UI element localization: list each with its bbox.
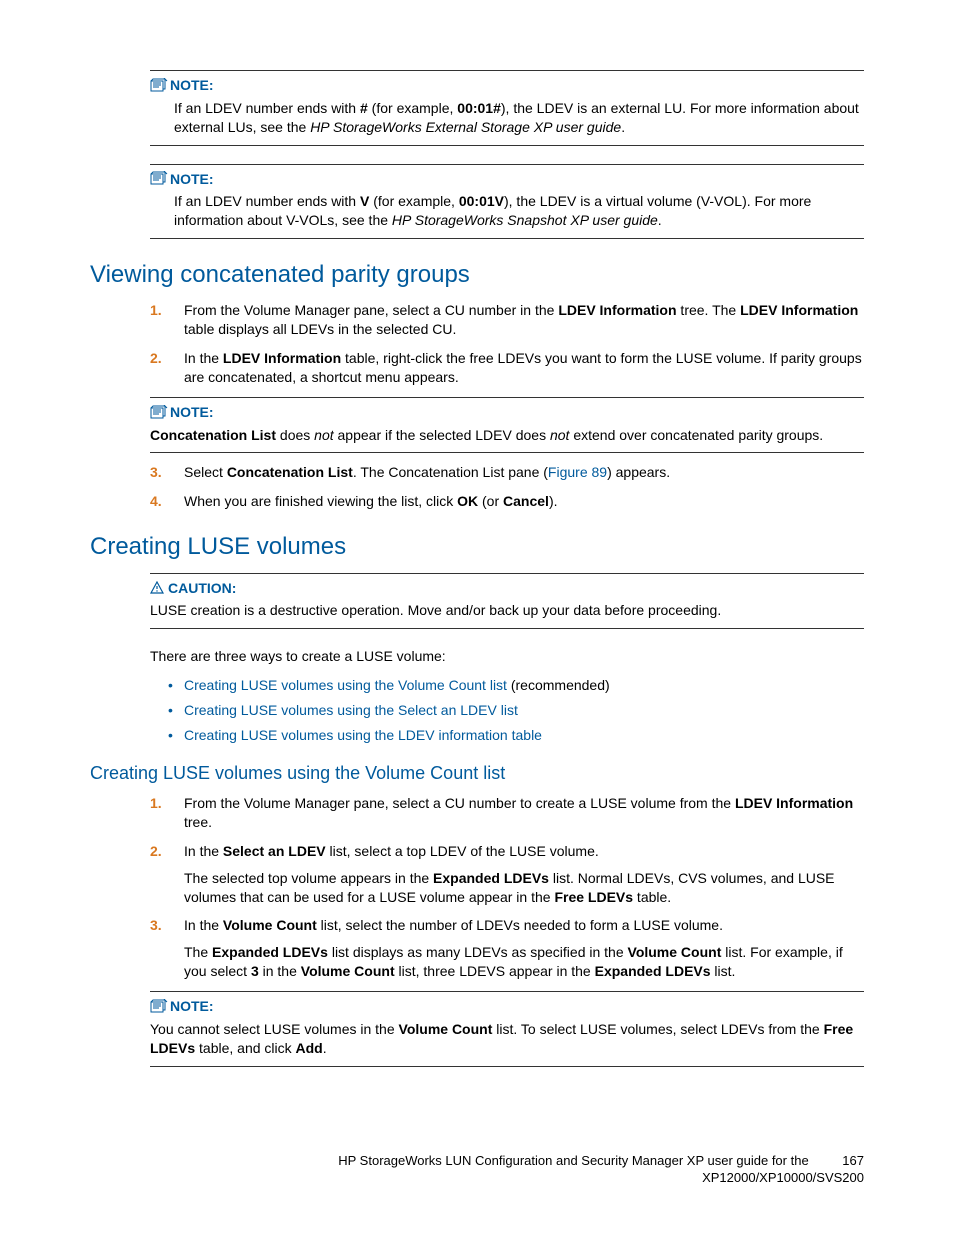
step-number: 2. [150, 349, 162, 368]
footer-line1: HP StorageWorks LUN Configuration and Se… [338, 1153, 808, 1168]
suffix-text: (recommended) [507, 677, 610, 693]
link-volume-count[interactable]: Creating LUSE volumes using the Volume C… [184, 677, 507, 693]
step-text: In the Select an LDEV list, select a top… [184, 843, 599, 859]
step-number: 1. [150, 301, 162, 320]
footer-line2: XP12000/XP10000/SVS200 [702, 1170, 864, 1185]
step-item: 1. From the Volume Manager pane, select a… [150, 301, 864, 339]
page-number: 167 [842, 1153, 864, 1170]
note-box-volume-count: NOTE: You cannot select LUSE volumes in … [150, 991, 864, 1067]
note-header: NOTE: [150, 171, 864, 189]
note-body: If an LDEV number ends with # (for examp… [174, 99, 864, 137]
note-label: NOTE: [170, 998, 214, 1014]
note-header: NOTE: [150, 77, 864, 95]
step-item: 2. In the Select an LDEV list, select a t… [150, 842, 864, 907]
note-box-concatenation-list: NOTE: Concatenation List does not appear… [150, 397, 864, 454]
note-label: NOTE: [170, 171, 214, 187]
step-text: In the Volume Count list, select the num… [184, 917, 723, 933]
note-box-external-lu: NOTE: If an LDEV number ends with # (for… [150, 70, 864, 146]
list-item: Creating LUSE volumes using the Volume C… [168, 676, 864, 695]
note-header: NOTE: [150, 404, 864, 422]
list-item: Creating LUSE volumes using the LDEV inf… [168, 726, 864, 745]
step-number: 1. [150, 794, 162, 813]
list-item: Creating LUSE volumes using the Select a… [168, 701, 864, 720]
note-icon [150, 78, 168, 95]
step-extra: The selected top volume appears in the E… [184, 869, 864, 907]
step-number: 3. [150, 463, 162, 482]
step-text: When you are finished viewing the list, … [184, 493, 558, 509]
page-footer: HP StorageWorks LUN Configuration and Se… [90, 1153, 864, 1187]
step-number: 3. [150, 916, 162, 935]
note-box-vvol: NOTE: If an LDEV number ends with V (for… [150, 164, 864, 240]
heading-creating-luse: Creating LUSE volumes [90, 533, 864, 561]
note-icon [150, 999, 168, 1016]
volcount-steps-list: 1. From the Volume Manager pane, select a… [150, 794, 864, 981]
step-text: From the Volume Manager pane, select a C… [184, 795, 853, 830]
caution-body: LUSE creation is a destructive operation… [150, 601, 864, 620]
step-extra: The Expanded LDEVs list displays as many… [184, 943, 864, 981]
creating-intro-text: There are three ways to create a LUSE vo… [150, 647, 864, 666]
note-body: Concatenation List does not appear if th… [150, 426, 864, 445]
caution-box: CAUTION: LUSE creation is a destructive … [150, 573, 864, 629]
note-label: NOTE: [170, 404, 214, 420]
note-body: You cannot select LUSE volumes in the Vo… [150, 1020, 864, 1058]
step-item: 1. From the Volume Manager pane, select a… [150, 794, 864, 832]
note-header: NOTE: [150, 998, 864, 1016]
caution-label: CAUTION: [168, 580, 236, 596]
caution-header: CAUTION: [150, 580, 864, 597]
note-label: NOTE: [170, 77, 214, 93]
step-text: From the Volume Manager pane, select a C… [184, 302, 858, 337]
step-item: 3. Select Concatenation List. The Concate… [150, 463, 864, 482]
viewing-steps-list-a: 1. From the Volume Manager pane, select a… [150, 301, 864, 387]
heading-volume-count-list: Creating LUSE volumes using the Volume C… [90, 763, 864, 784]
heading-viewing-concatenated: Viewing concatenated parity groups [90, 261, 864, 289]
note-icon [150, 171, 168, 188]
link-select-ldev[interactable]: Creating LUSE volumes using the Select a… [184, 702, 518, 718]
step-item: 2. In the LDEV Information table, right-c… [150, 349, 864, 387]
step-text: Select Concatenation List. The Concatena… [184, 464, 670, 480]
step-item: 3. In the Volume Count list, select the n… [150, 916, 864, 981]
link-ldev-info-table[interactable]: Creating LUSE volumes using the LDEV inf… [184, 727, 542, 743]
caution-icon [150, 581, 164, 597]
creating-bullets-list: Creating LUSE volumes using the Volume C… [168, 676, 864, 745]
note-icon [150, 405, 168, 422]
step-number: 4. [150, 492, 162, 511]
step-number: 2. [150, 842, 162, 861]
note-body: If an LDEV number ends with V (for examp… [174, 192, 864, 230]
step-item: 4. When you are finished viewing the list… [150, 492, 864, 511]
step-text: In the LDEV Information table, right-cli… [184, 350, 862, 385]
viewing-steps-list-b: 3. Select Concatenation List. The Concate… [150, 463, 864, 511]
